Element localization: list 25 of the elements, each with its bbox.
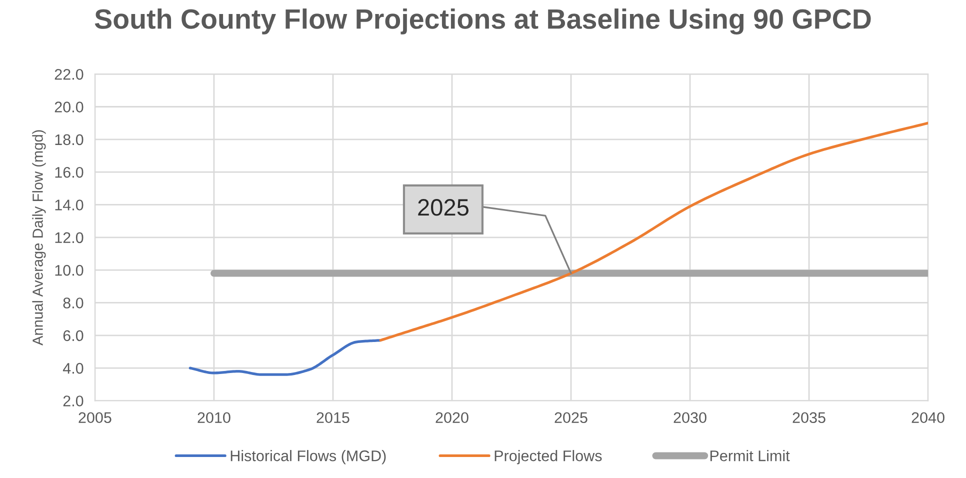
x-tick-label: 2035 (792, 412, 826, 424)
chart-title: South County Flow Projections at Baseline Using 90 GPCD (94, 8, 871, 35)
legend-label: Projected Flows (494, 450, 602, 464)
x-tick-label: 2030 (674, 412, 706, 424)
annotation: 2025 (418, 199, 468, 216)
x-tick-label: 2020 (436, 412, 468, 424)
legend-label: Permit Limit (710, 450, 790, 462)
y-tick-label: 22.0 (54, 68, 84, 80)
y-axis-title: Annual Average Daily Flow (mgd) (32, 130, 46, 346)
y-tick-label: 18.0 (55, 134, 84, 146)
x-tick-label: 2005 (78, 412, 112, 424)
x-tick-label: 2015 (316, 412, 350, 424)
y-tick-label: 4.0 (62, 362, 84, 374)
y-tick-label: 10.0 (55, 264, 84, 276)
y-tick-label: 2.0 (63, 396, 84, 406)
y-tick-label: 12.0 (55, 232, 84, 244)
y-tick-label: 8.0 (63, 298, 84, 308)
x-tick-label: 2040 (912, 412, 944, 424)
y-tick-label: 16.0 (55, 166, 84, 178)
y-tick-label: 6.0 (63, 330, 84, 342)
x-tick-label: 2025 (554, 412, 588, 424)
y-tick-label: 20.0 (54, 102, 84, 112)
legend-label: Historical Flows (MGD) (230, 450, 386, 464)
y-tick-label: 14.0 (55, 200, 84, 210)
x-tick-label: 2010 (198, 412, 230, 424)
